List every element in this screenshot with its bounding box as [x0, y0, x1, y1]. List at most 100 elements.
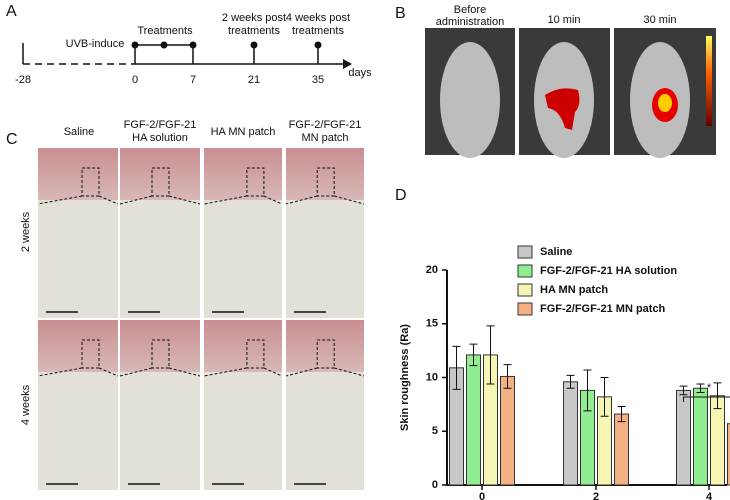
event-label: treatments	[228, 25, 280, 37]
row-label: 4 weeks	[20, 384, 32, 425]
legend-label: FGF-2/FGF-21 HA solution	[540, 265, 677, 277]
y-tick-label: 10	[426, 371, 438, 383]
bar	[676, 389, 691, 486]
error-bar	[600, 377, 609, 417]
histology-photo	[286, 372, 364, 490]
skin-photo	[286, 148, 364, 200]
bar	[693, 387, 708, 486]
skin-photo	[286, 320, 364, 372]
zoom-lines	[37, 367, 119, 377]
bar	[500, 375, 515, 486]
y-tick-label: 0	[432, 479, 438, 491]
bar	[614, 413, 629, 486]
timeline-unit: days	[348, 67, 372, 79]
histology-photo	[120, 372, 200, 490]
error-bar	[679, 385, 688, 396]
error-bar	[566, 374, 575, 389]
zoom-lines	[285, 195, 365, 205]
histology-photo	[286, 200, 364, 318]
skin-photo	[204, 148, 282, 200]
skin-photo	[204, 320, 282, 372]
error-bar	[452, 345, 461, 390]
y-tick-label: 20	[426, 264, 438, 276]
histology-photo	[38, 200, 118, 318]
panel-label: A	[6, 3, 17, 20]
panel-label: C	[6, 131, 18, 148]
zoom-box	[316, 339, 335, 369]
row-label: 2 weeks	[20, 211, 32, 252]
bar	[466, 354, 481, 486]
skin-photo	[120, 320, 200, 372]
skin-photos	[37, 148, 365, 490]
zoom-lines	[203, 195, 283, 205]
skin-photo	[38, 320, 118, 372]
bar	[563, 381, 578, 486]
histology-photo	[204, 372, 282, 490]
column-header: HA MN patch	[211, 126, 276, 138]
column-header: FGF-2/FGF-21	[124, 119, 197, 131]
legend-label: Saline	[540, 246, 572, 258]
y-axis-title: Skin roughness (Ra)	[399, 324, 411, 431]
zoom-lines	[285, 367, 365, 377]
zoom-box	[81, 339, 100, 369]
zoom-box	[316, 167, 335, 197]
error-bar	[617, 406, 626, 423]
error-bar	[486, 325, 495, 385]
legend-label: FGF-2/FGF-21 MN patch	[540, 303, 666, 315]
event-label: UVB-induce	[66, 38, 125, 50]
bar	[727, 423, 730, 486]
column-header: Saline	[64, 126, 95, 138]
histology-photo	[38, 372, 118, 490]
zoom-box	[81, 167, 100, 197]
error-bar	[583, 369, 592, 412]
timeline-tick: 0	[132, 74, 138, 86]
legend-swatch	[517, 264, 533, 278]
timeline-tick: 21	[248, 74, 260, 86]
event-label: 4 weeks post	[286, 12, 350, 24]
image-header: 10 min	[547, 14, 580, 26]
panel-label: D	[395, 187, 407, 204]
legend-swatch	[517, 283, 533, 297]
x-tick-label: 2	[593, 491, 599, 500]
timeline	[22, 41, 352, 69]
column-header: MN patch	[301, 132, 348, 144]
column-header: HA solution	[132, 132, 188, 144]
y-tick-label: 15	[426, 318, 438, 330]
panel-label: B	[395, 5, 406, 22]
zoom-box	[246, 167, 265, 197]
timeline-tick: 7	[190, 74, 196, 86]
imaging-photos	[425, 28, 716, 158]
event-label: treatments	[292, 25, 344, 37]
zoom-lines	[119, 367, 201, 377]
error-bar	[713, 382, 722, 410]
zoom-lines	[203, 367, 283, 377]
histology-photo	[204, 200, 282, 318]
column-header: FGF-2/FGF-21	[289, 119, 362, 131]
zoom-box	[151, 339, 170, 369]
error-bar	[469, 343, 478, 367]
x-tick-label: 0	[479, 491, 485, 500]
image-header: 30 min	[643, 14, 676, 26]
legend-swatch	[517, 302, 533, 316]
legend-label: HA MN patch	[540, 284, 608, 296]
timeline-tick: 35	[312, 74, 324, 86]
histology-photo	[120, 200, 200, 318]
error-bar	[503, 364, 512, 389]
zoom-box	[246, 339, 265, 369]
zoom-box	[151, 167, 170, 197]
significance-annotation: *	[707, 382, 712, 394]
event-label: 2 weeks post	[222, 12, 286, 24]
error-bar	[696, 383, 705, 394]
event-label: Treatments	[137, 25, 193, 37]
skin-photo	[120, 148, 200, 200]
timeline-tick: -28	[15, 74, 31, 86]
skin-photo	[38, 148, 118, 200]
zoom-lines	[119, 195, 201, 205]
y-tick-label: 5	[432, 425, 438, 437]
image-header: Before	[454, 4, 486, 16]
legend-swatch	[517, 245, 533, 259]
x-tick-label: 4	[706, 491, 713, 500]
significance-bracket	[683, 396, 730, 402]
